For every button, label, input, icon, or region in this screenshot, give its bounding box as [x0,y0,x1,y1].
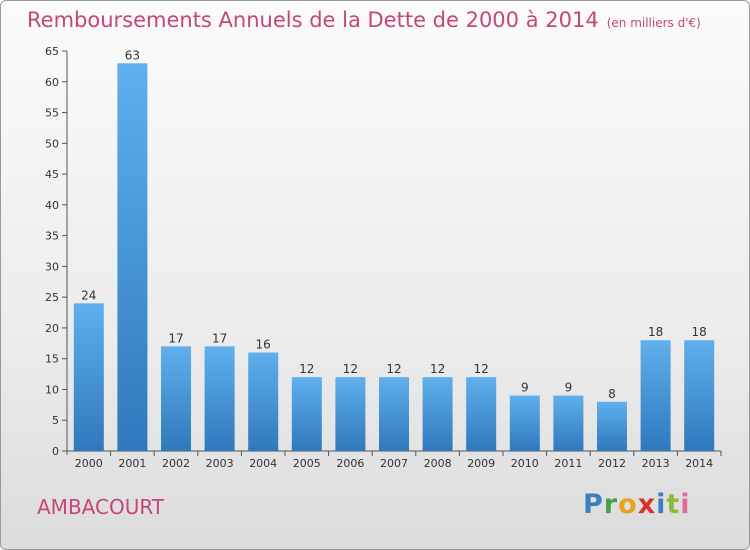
y-tick-label: 40 [45,199,59,212]
bar-value-label: 12 [299,362,314,376]
x-tick-label: 2008 [424,457,452,470]
bar [291,377,322,451]
x-tick-label: 2004 [249,457,277,470]
bar-value-label: 12 [386,362,401,376]
x-tick-label: 2011 [554,457,582,470]
bar [684,340,715,451]
x-tick-label: 2013 [642,457,670,470]
commune-name: AMBACOURT [37,495,164,519]
chart-title-text: Remboursements Annuels de la Dette de 20… [27,8,599,32]
bar [553,395,584,451]
y-tick-label: 25 [45,291,59,304]
x-tick-label: 2014 [685,457,713,470]
bar-value-label: 17 [168,331,183,345]
y-tick-label: 55 [45,107,59,120]
bar [597,401,627,451]
x-tick-label: 2012 [598,457,626,470]
bar [73,303,104,451]
chart-unit: (en milliers d'€) [606,16,701,30]
x-tick-label: 2001 [118,457,146,470]
bar-value-label: 12 [430,362,445,376]
y-tick-label: 30 [45,260,59,273]
bar-value-label: 8 [608,387,616,401]
y-tick-label: 50 [45,137,59,150]
y-tick-label: 45 [45,168,59,181]
bar-value-label: 12 [343,362,358,376]
proxiti-logo: Proxiti [583,489,691,520]
bar-value-label: 9 [565,381,573,395]
chart-title: Remboursements Annuels de la Dette de 20… [27,8,701,32]
y-tick-label: 0 [52,445,59,458]
y-tick-label: 20 [45,322,59,335]
x-tick-label: 2009 [467,457,495,470]
y-tick-label: 5 [52,414,59,427]
y-tick-label: 35 [45,230,59,243]
x-tick-label: 2010 [511,457,539,470]
x-tick-label: 2007 [380,457,408,470]
bar [640,340,671,451]
x-tick-label: 2006 [336,457,364,470]
x-tick-label: 2000 [75,457,103,470]
bar [161,346,191,451]
bar [248,352,279,451]
bar-value-label: 18 [692,325,707,339]
x-tick-label: 2002 [162,457,190,470]
bar [422,377,453,451]
bar-value-label: 12 [474,362,489,376]
bar-value-label: 63 [125,48,140,62]
bar [509,395,540,451]
bar [466,377,497,451]
bar [335,377,366,451]
y-tick-label: 65 [45,45,59,58]
y-tick-label: 15 [45,353,59,366]
bar-value-label: 24 [81,288,96,302]
bar-value-label: 9 [521,381,529,395]
x-tick-label: 2005 [293,457,321,470]
bar [117,63,148,452]
bar-value-label: 16 [256,338,271,352]
x-tick-label: 2003 [206,457,234,470]
bar-value-label: 18 [648,325,663,339]
bar-value-label: 17 [212,331,227,345]
bar [204,346,235,451]
bar [379,377,409,451]
y-tick-label: 60 [45,76,59,89]
y-tick-label: 10 [45,383,59,396]
